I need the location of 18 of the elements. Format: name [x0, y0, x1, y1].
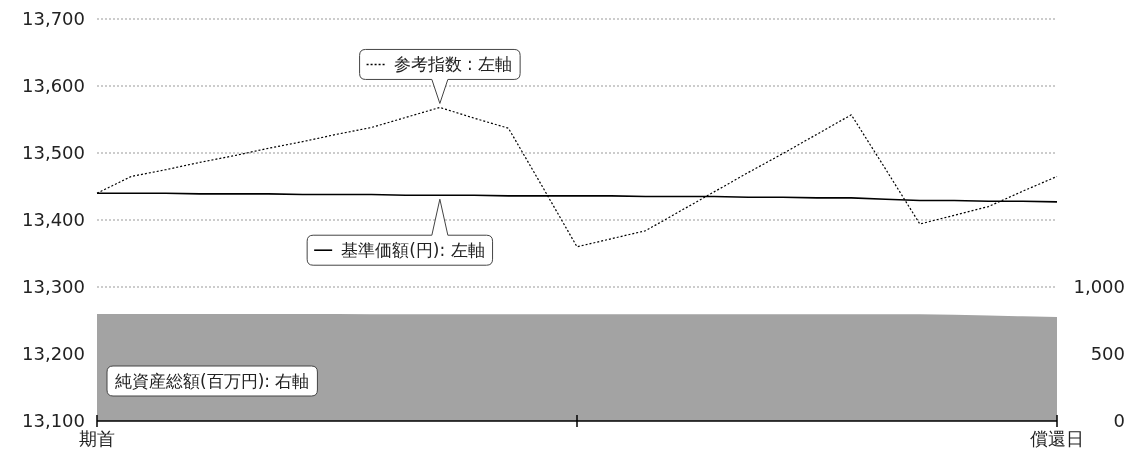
y-tick-label: 13,100 — [22, 410, 85, 431]
x-tick-label: 償還日 — [1030, 428, 1084, 449]
y-tick-label: 13,300 — [22, 276, 85, 297]
y-tick-label: 13,600 — [22, 75, 85, 96]
legend-label: 参考指数 : 左軸 — [393, 54, 513, 75]
legend-label: 基準価額(円): 左軸 — [341, 240, 485, 261]
callout: 純資産総額(百万円): 右軸 — [106, 365, 318, 397]
callout: 基準価額(円): 左軸 — [306, 198, 494, 266]
x-tick-label: 期首 — [79, 428, 115, 449]
y-tick-label: 13,700 — [22, 8, 85, 29]
series-label: 純資産総額(百万円): 右軸 — [115, 371, 310, 391]
callout: 参考指数 : 左軸 — [359, 48, 521, 104]
y2-tick-label: 0 — [1113, 410, 1125, 431]
y-tick-label: 13,400 — [22, 209, 85, 230]
y-tick-label: 13,200 — [22, 343, 85, 364]
y2-tick-label: 500 — [1090, 343, 1125, 364]
y-tick-label: 13,500 — [22, 142, 85, 163]
y2-tick-label: 1,000 — [1073, 276, 1125, 297]
